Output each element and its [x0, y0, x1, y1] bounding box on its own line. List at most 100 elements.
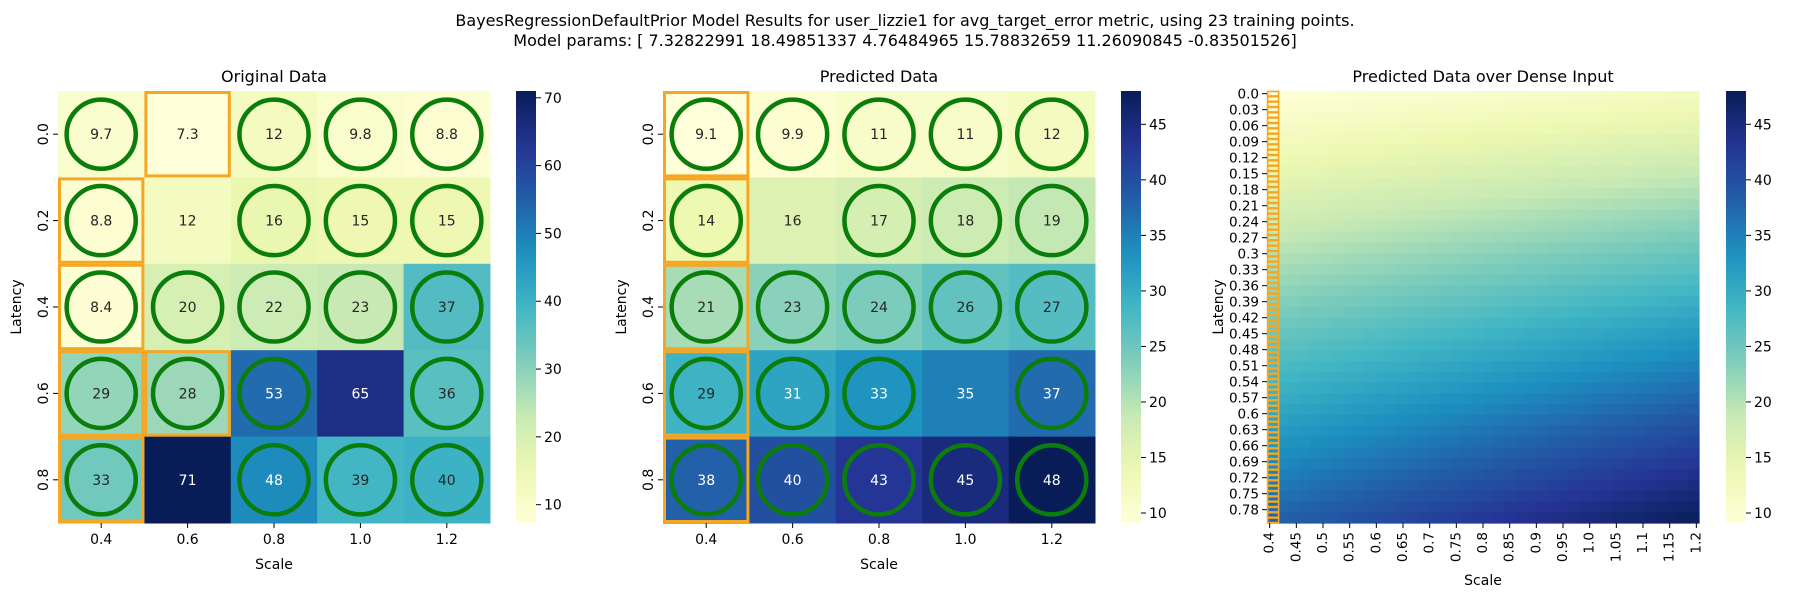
dense-heatmap-cell — [1299, 263, 1311, 276]
dense-heatmap-cell — [1310, 458, 1322, 470]
dense-heatmap-cell — [1677, 220, 1689, 232]
dense-heatmap-cell — [1461, 199, 1473, 211]
dense-heatmap-cell — [1666, 274, 1678, 286]
dense-heatmap-cell — [1666, 328, 1678, 340]
dense-heatmap-cell — [1634, 231, 1646, 243]
dense-heatmap-cell — [1450, 425, 1462, 438]
dense-heatmap-cell — [1634, 177, 1646, 189]
dense-heatmap-cell — [1504, 436, 1516, 448]
dense-heatmap-cell — [1601, 285, 1614, 297]
dense-heatmap-cell — [1342, 112, 1354, 124]
dense-heatmap-cell — [1688, 436, 1700, 448]
colorbar-tick-label: 25 — [1149, 339, 1167, 355]
dense-heatmap-cell — [1450, 134, 1462, 146]
dense-heatmap-cell — [1677, 274, 1689, 286]
dense-heatmap-cell — [1677, 404, 1689, 416]
dense-heatmap-cell — [1666, 447, 1678, 459]
dense-heatmap-cell — [1299, 166, 1311, 178]
dense-heatmap-cell — [1288, 350, 1300, 362]
colorbar-tick-label: 10 — [1754, 506, 1772, 522]
dense-heatmap-cell — [1407, 458, 1419, 470]
dense-heatmap-cell — [1655, 350, 1668, 362]
dense-heatmap-cell — [1569, 274, 1581, 286]
training-point-circle — [150, 270, 225, 344]
dense-heatmap-cell — [1666, 253, 1678, 265]
dense-heatmap-cell — [1429, 469, 1441, 481]
colorbar-tick-label: 30 — [544, 362, 562, 378]
dense-heatmap-cell — [1396, 220, 1408, 232]
cell-value-label: 40 — [784, 473, 802, 489]
dense-heatmap-cell — [1612, 209, 1624, 222]
x-tick-label: 0.6 — [176, 532, 198, 548]
x-tick-label: 1.0 — [954, 532, 976, 548]
dense-heatmap-cell — [1655, 436, 1668, 448]
dense-heatmap-cell — [1310, 307, 1322, 319]
dense-heatmap-cell — [1396, 177, 1408, 189]
dense-heatmap-cell — [1515, 145, 1527, 157]
heatmap-cell — [922, 91, 1010, 178]
dense-heatmap-cell — [1353, 307, 1365, 319]
dense-heatmap-cell — [1526, 393, 1538, 405]
dense-heatmap-cell — [1580, 209, 1592, 222]
dense-heatmap-cell — [1331, 339, 1344, 351]
dense-heatmap-cell — [1483, 101, 1495, 114]
dense-heatmap-cell — [1483, 490, 1495, 502]
dense-heatmap-cell — [1655, 447, 1668, 459]
dense-heatmap-cell — [1558, 425, 1570, 438]
dense-heatmap-cell — [1601, 436, 1614, 448]
dense-heatmap-cell — [1331, 253, 1344, 265]
dense-heatmap-cell — [1688, 296, 1700, 308]
y-tick-label: 0.21 — [1229, 199, 1259, 215]
dense-heatmap-cell — [1591, 415, 1603, 427]
heatmap-cell — [58, 177, 145, 265]
dense-heatmap-cell — [1483, 447, 1495, 459]
dense-heatmap-cell — [1353, 490, 1365, 502]
heatmap-cell — [317, 436, 405, 524]
dense-heatmap-cell — [1267, 166, 1279, 178]
dense-heatmap-cell — [1472, 188, 1484, 200]
dense-heatmap-cell — [1612, 317, 1624, 330]
dense-highlight-box — [1266, 367, 1280, 375]
dense-heatmap-cell — [1439, 231, 1452, 243]
dense-heatmap-cell — [1299, 253, 1311, 265]
dense-heatmap-cell — [1450, 242, 1462, 254]
dense-heatmap-cell — [1396, 231, 1408, 243]
dense-heatmap-cell — [1493, 199, 1506, 211]
dense-heatmap-cell — [1364, 382, 1376, 394]
dense-heatmap-cell — [1493, 361, 1506, 373]
dense-heatmap-cell — [1601, 296, 1614, 308]
dense-heatmap-cell — [1407, 263, 1419, 276]
dense-heatmap-cell — [1364, 166, 1376, 178]
panel-title: Predicted Data over Dense Input — [1352, 67, 1613, 86]
dense-heatmap-cell — [1299, 350, 1311, 362]
dense-heatmap-cell — [1601, 145, 1614, 157]
dense-heatmap-cell — [1601, 91, 1614, 103]
dense-heatmap-cell — [1591, 188, 1603, 200]
dense-heatmap-cell — [1688, 469, 1700, 481]
figure-title-line2: Model params: [ 7.32822991 18.49851337 4… — [513, 31, 1296, 50]
dense-heatmap-cell — [1429, 123, 1441, 135]
dense-heatmap-cell — [1472, 404, 1484, 416]
dense-heatmap-cell — [1655, 285, 1668, 297]
dense-heatmap-cell — [1688, 307, 1700, 319]
dense-heatmap-cell — [1601, 393, 1614, 405]
dense-heatmap-cell — [1558, 512, 1570, 524]
dense-heatmap-cell — [1655, 101, 1668, 114]
dense-heatmap-cell — [1310, 145, 1322, 157]
dense-heatmap-cell — [1634, 328, 1646, 340]
dense-heatmap-cell — [1321, 166, 1333, 178]
y-tick-label: 0.06 — [1229, 119, 1259, 135]
dense-heatmap-cell — [1310, 220, 1322, 232]
dense-heatmap-cell — [1407, 425, 1419, 438]
dense-heatmap-cell — [1537, 490, 1549, 502]
dense-heatmap-cell — [1526, 263, 1538, 276]
dense-heatmap-cell — [1677, 307, 1689, 319]
dense-highlight-box — [1266, 271, 1280, 279]
cell-value-label: 8.4 — [90, 300, 112, 316]
dense-heatmap-cell — [1321, 501, 1333, 513]
heatmap-cell — [835, 350, 923, 438]
dense-heatmap-cell — [1677, 209, 1689, 222]
dense-heatmap-cell — [1591, 145, 1603, 157]
dense-heatmap-cell — [1526, 382, 1538, 394]
dense-heatmap-cell — [1375, 199, 1387, 211]
